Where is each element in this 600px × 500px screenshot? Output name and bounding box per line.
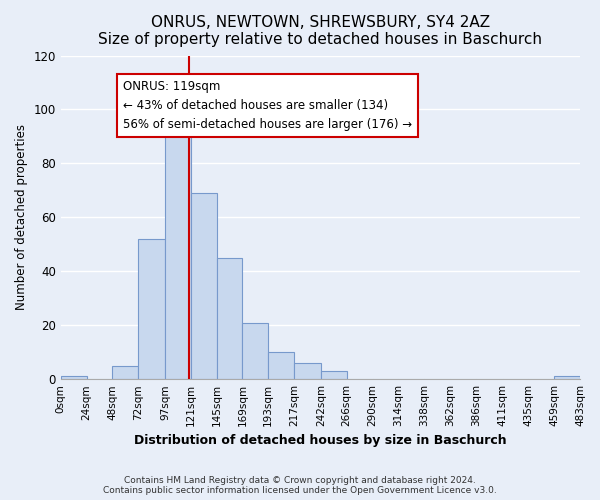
Bar (61, 376, 86, 379)
Bar (165, 112, 191, 379)
Bar (138, 239, 165, 379)
Bar (321, 371, 347, 379)
Y-axis label: Number of detached properties: Number of detached properties (15, 124, 28, 310)
Bar (268, 352, 294, 379)
Bar (242, 322, 268, 379)
Bar (554, 376, 580, 379)
Bar (294, 363, 321, 379)
Bar (112, 366, 138, 379)
Title: ONRUS, NEWTOWN, SHREWSBURY, SY4 2AZ
Size of property relative to detached houses: ONRUS, NEWTOWN, SHREWSBURY, SY4 2AZ Size… (98, 15, 542, 48)
X-axis label: Distribution of detached houses by size in Baschurch: Distribution of detached houses by size … (134, 434, 507, 448)
Bar (191, 193, 217, 379)
Text: Contains HM Land Registry data © Crown copyright and database right 2024.
Contai: Contains HM Land Registry data © Crown c… (103, 476, 497, 495)
Text: ONRUS: 119sqm
← 43% of detached houses are smaller (134)
56% of semi-detached ho: ONRUS: 119sqm ← 43% of detached houses a… (123, 80, 412, 131)
Bar (217, 258, 242, 379)
